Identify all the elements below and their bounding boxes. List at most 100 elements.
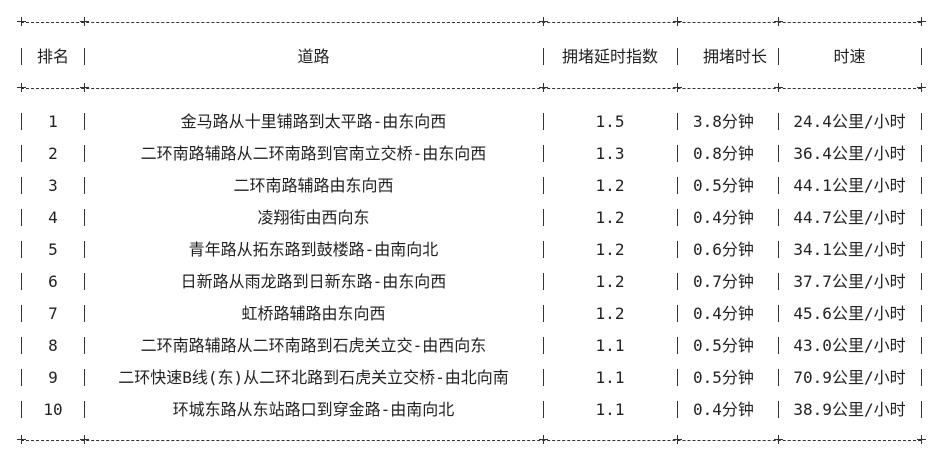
cell-duration: 0.5分钟 <box>693 336 754 355</box>
column-separator <box>543 48 544 65</box>
table-row: 10 环城东路从东站路口到穿金路-由南向北 1.1 0.4分钟 38.9公里/小时 <box>0 398 941 422</box>
header-rank: 排名 <box>36 47 69 66</box>
column-separator <box>21 145 22 162</box>
cell-speed: 43.0公里/小时 <box>793 336 906 355</box>
cell-road: 二环南路辅路由东向西 <box>233 176 394 195</box>
column-separator <box>543 177 544 194</box>
border-corner <box>673 435 682 444</box>
cell-rank: 6 <box>48 272 58 291</box>
column-separator <box>921 369 922 386</box>
column-separator <box>921 401 922 418</box>
table-row: 8 二环南路辅路从二环南路到石虎关立交-由西向东 1.1 0.5分钟 43.0公里/小时 <box>0 334 941 358</box>
cell-duration: 0.5分钟 <box>693 176 754 195</box>
column-separator <box>677 48 678 65</box>
cell-index: 1.5 <box>595 112 625 131</box>
column-separator <box>84 177 85 194</box>
cell-rank: 10 <box>43 400 63 419</box>
header-road: 道路 <box>297 47 330 66</box>
column-separator <box>921 209 922 226</box>
border-corner <box>917 83 926 92</box>
column-separator <box>778 177 779 194</box>
column-separator <box>21 337 22 354</box>
border-corner <box>80 83 89 92</box>
column-separator <box>778 209 779 226</box>
cell-rank: 5 <box>48 240 58 259</box>
column-separator <box>677 113 678 130</box>
column-separator <box>84 241 85 258</box>
column-separator <box>84 273 85 290</box>
column-separator <box>21 273 22 290</box>
column-separator <box>921 177 922 194</box>
cell-road: 日新路从雨龙路到日新东路-由东向西 <box>180 272 447 291</box>
cell-speed: 44.7公里/小时 <box>793 208 906 227</box>
cell-road: 虹桥路辅路由东向西 <box>241 304 386 323</box>
column-separator <box>677 369 678 386</box>
column-separator <box>543 113 544 130</box>
border-corner <box>80 17 89 26</box>
column-separator <box>543 209 544 226</box>
column-separator <box>84 305 85 322</box>
cell-speed: 37.7公里/小时 <box>793 272 906 291</box>
border-corner <box>539 17 548 26</box>
cell-duration: 0.4分钟 <box>693 208 754 227</box>
column-separator <box>21 401 22 418</box>
cell-index: 1.2 <box>595 304 625 323</box>
cell-index: 1.1 <box>595 336 625 355</box>
column-separator <box>778 337 779 354</box>
cell-rank: 2 <box>48 144 58 163</box>
border-corner <box>774 83 783 92</box>
column-separator <box>21 305 22 322</box>
column-separator <box>677 177 678 194</box>
column-separator <box>84 145 85 162</box>
column-separator <box>543 369 544 386</box>
column-separator <box>21 177 22 194</box>
column-separator <box>543 273 544 290</box>
table-border <box>21 22 921 23</box>
column-separator <box>921 337 922 354</box>
border-corner <box>917 17 926 26</box>
column-separator <box>778 305 779 322</box>
cell-rank: 3 <box>48 176 58 195</box>
cell-speed: 36.4公里/小时 <box>793 144 906 163</box>
header-speed: 时速 <box>833 47 866 66</box>
column-separator <box>677 145 678 162</box>
border-corner <box>917 435 926 444</box>
cell-road: 二环南路辅路从二环南路到官南立交桥-由东向西 <box>140 144 487 163</box>
column-separator <box>778 48 779 65</box>
column-separator <box>921 48 922 65</box>
column-separator <box>543 337 544 354</box>
column-separator <box>84 209 85 226</box>
column-separator <box>677 337 678 354</box>
border-corner <box>673 83 682 92</box>
border-corner <box>774 435 783 444</box>
column-separator <box>778 145 779 162</box>
column-separator <box>921 113 922 130</box>
table-row: 4 凌翔街由西向东 1.2 0.4分钟 44.7公里/小时 <box>0 206 941 230</box>
cell-road: 环城东路从东站路口到穿金路-由南向北 <box>172 400 455 419</box>
column-separator <box>921 305 922 322</box>
cell-duration: 0.7分钟 <box>693 272 754 291</box>
column-separator <box>921 273 922 290</box>
column-separator <box>543 305 544 322</box>
table-border <box>21 440 921 441</box>
table-row: 1 金马路从十里铺路到太平路-由东向西 1.5 3.8分钟 24.4公里/小时 <box>0 110 941 134</box>
header-duration: 拥堵时长 <box>702 47 767 66</box>
border-corner <box>673 17 682 26</box>
column-separator <box>778 369 779 386</box>
column-separator <box>778 273 779 290</box>
column-separator <box>677 273 678 290</box>
cell-duration: 0.5分钟 <box>693 368 754 387</box>
cell-index: 1.1 <box>595 400 625 419</box>
cell-speed: 24.4公里/小时 <box>793 112 906 131</box>
table-row: 2 二环南路辅路从二环南路到官南立交桥-由东向西 1.3 0.8分钟 36.4公里/小时 <box>0 142 941 166</box>
cell-road: 金马路从十里铺路到太平路-由东向西 <box>180 112 447 131</box>
header-row: 排名 道路 拥堵延时指数 拥堵时长 时速 <box>0 45 941 69</box>
column-separator <box>21 113 22 130</box>
column-separator <box>677 305 678 322</box>
column-separator <box>21 209 22 226</box>
cell-index: 1.1 <box>595 368 625 387</box>
cell-speed: 45.6公里/小时 <box>793 304 906 323</box>
cell-index: 1.2 <box>595 272 625 291</box>
cell-road: 凌翔街由西向东 <box>257 208 370 227</box>
